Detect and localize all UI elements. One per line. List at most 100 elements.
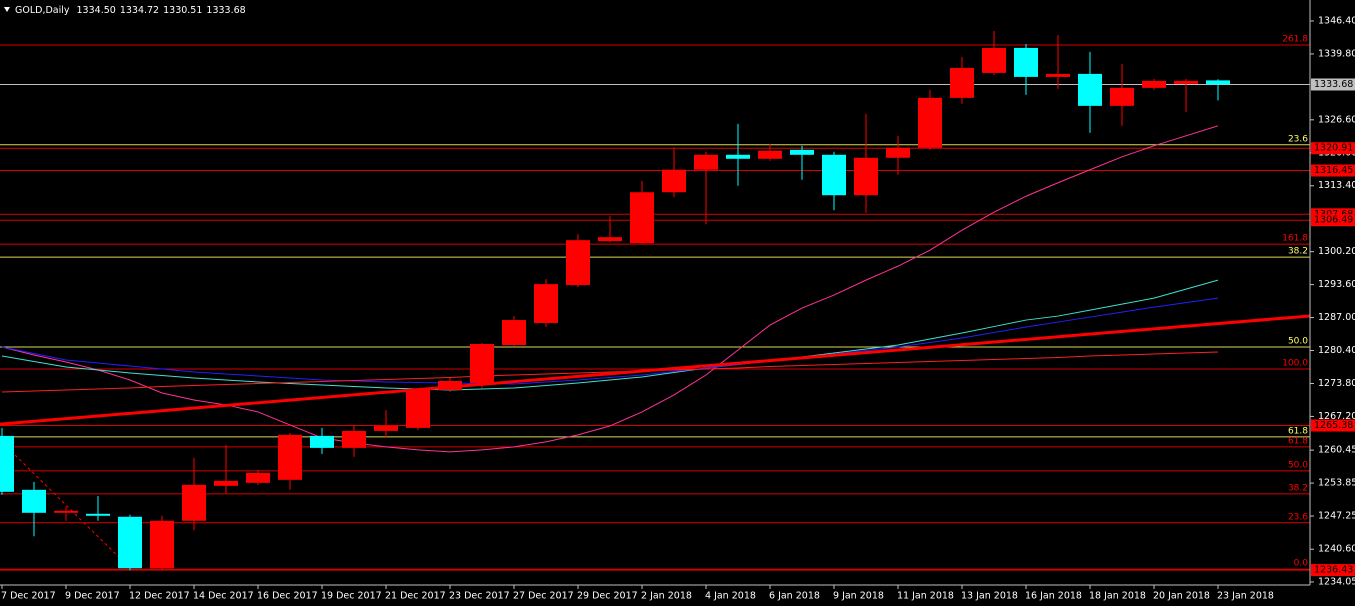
candle-body — [822, 154, 846, 196]
candle-body — [150, 520, 174, 569]
candle-body — [630, 192, 654, 244]
candle-body — [22, 489, 46, 513]
candle-body — [214, 480, 238, 486]
candle-body — [1206, 80, 1230, 85]
y-tick-label: 1253.85 — [1318, 478, 1355, 489]
fib-level-label: 38.2 — [1288, 247, 1308, 257]
y-tick-label: 1313.40 — [1318, 180, 1355, 191]
y-tick-label: 1280.40 — [1318, 345, 1355, 356]
moving-average — [1, 351, 1219, 393]
x-tick-label: 7 Dec 2017 — [1, 591, 56, 602]
price-box-label: 1320.91 — [1314, 143, 1353, 154]
x-tick-label: 20 Jan 2018 — [1153, 591, 1210, 602]
y-tick-label: 1240.60 — [1318, 544, 1355, 555]
candle-body — [406, 389, 430, 428]
y-tick-label: 1273.80 — [1318, 378, 1355, 389]
trendline — [0, 314, 1311, 426]
x-tick-label: 23 Jan 2018 — [1217, 591, 1274, 602]
y-tick-label: 1326.60 — [1318, 114, 1355, 125]
overlays — [0, 125, 1311, 453]
fib-level-label: 50.0 — [1288, 460, 1308, 470]
candles — [0, 30, 1230, 571]
fib-level-label: 161.8 — [1282, 234, 1308, 244]
y-tick-label: 1260.45 — [1318, 445, 1355, 456]
candle-body — [566, 240, 590, 286]
price-box — [1311, 214, 1355, 227]
x-tick-label: 18 Jan 2018 — [1089, 591, 1146, 602]
x-tick-label: 23 Dec 2017 — [449, 591, 510, 602]
candle-body — [598, 237, 622, 242]
x-tick-label: 11 Jan 2018 — [897, 591, 954, 602]
y-tick-label: 1293.60 — [1318, 279, 1355, 290]
price-box — [1311, 419, 1355, 432]
candle-body — [246, 472, 270, 483]
y-tick-label: 1339.80 — [1318, 48, 1355, 59]
candle-body — [278, 434, 302, 480]
fib-level-label: 50.0 — [1288, 337, 1308, 347]
candle-body — [758, 150, 782, 159]
candle-body — [54, 510, 78, 513]
y-tick-label: 1300.20 — [1318, 246, 1355, 257]
y-tick-label: 1346.40 — [1318, 15, 1355, 26]
candle-body — [374, 425, 398, 431]
candle-body — [790, 149, 814, 155]
fib-level-label: 23.6 — [1288, 134, 1308, 144]
x-tick-label: 9 Dec 2017 — [65, 591, 120, 602]
candle-body — [918, 97, 942, 148]
x-tick-label: 16 Jan 2018 — [1025, 591, 1082, 602]
candle-body — [694, 154, 718, 170]
candle-body — [662, 169, 686, 193]
candle-body — [118, 516, 142, 569]
candle-body — [182, 484, 206, 521]
candle-body — [86, 513, 110, 516]
candle-body — [726, 154, 750, 159]
candle-body — [950, 67, 974, 98]
x-tick-label: 27 Dec 2017 — [513, 591, 574, 602]
price-box — [1311, 564, 1355, 577]
candle-body — [470, 344, 494, 383]
y-tick-label: 1234.05 — [1318, 576, 1355, 587]
x-tick-label: 12 Dec 2017 — [129, 591, 190, 602]
candle-body — [502, 320, 526, 346]
high-label: 1334.72 — [120, 5, 159, 16]
moving-average — [1, 279, 1219, 391]
x-tick-label: 13 Jan 2018 — [961, 591, 1018, 602]
price-box-label: 1265.38 — [1314, 420, 1353, 431]
candle-body — [854, 157, 878, 196]
x-tick-label: 16 Dec 2017 — [257, 591, 318, 602]
candle-body — [1078, 73, 1102, 106]
candle-body — [1014, 47, 1038, 77]
candle-body — [0, 435, 14, 492]
fib-level-label: 23.6 — [1288, 512, 1308, 522]
chart-header: GOLD,Daily 1334.50 1334.72 1330.51 1333.68 — [15, 5, 246, 16]
candle-body — [310, 435, 334, 448]
x-tick-label: 14 Dec 2017 — [193, 591, 254, 602]
fib-level-label: 61.8 — [1288, 426, 1308, 436]
candle-body — [1046, 73, 1070, 77]
bid-box-label: 1333.68 — [1314, 79, 1353, 90]
y-tick-label: 1287.00 — [1318, 312, 1355, 323]
fib-level-label: 100.0 — [1282, 358, 1308, 368]
bid-box — [1311, 78, 1355, 91]
candle-body — [982, 47, 1006, 73]
price-box-label: 1306.49 — [1314, 215, 1353, 226]
x-tick-label: 9 Jan 2018 — [833, 591, 884, 602]
open-label: 1334.50 — [77, 5, 116, 16]
menu-triangle[interactable] — [4, 7, 10, 12]
price-box — [1311, 142, 1355, 155]
fib-level-label: 261.8 — [1282, 34, 1308, 44]
symbol: GOLD,Daily — [15, 5, 70, 16]
y-tick-label: 1247.25 — [1318, 511, 1355, 522]
candle-body — [1174, 80, 1198, 84]
x-tick-label: 21 Dec 2017 — [385, 591, 446, 602]
x-tick-label: 4 Jan 2018 — [705, 591, 756, 602]
axis-labels: 1346.401339.801326.601320.001313.401300.… — [1, 15, 1355, 601]
y-tick-label: 1267.20 — [1318, 411, 1355, 422]
x-tick-label: 19 Dec 2017 — [321, 591, 382, 602]
candle-body — [1142, 80, 1166, 88]
close-label: 1333.68 — [206, 5, 245, 16]
fib-level-label: 0.0 — [1294, 559, 1309, 569]
moving-average — [1, 125, 1219, 453]
candle-body — [1110, 87, 1134, 106]
